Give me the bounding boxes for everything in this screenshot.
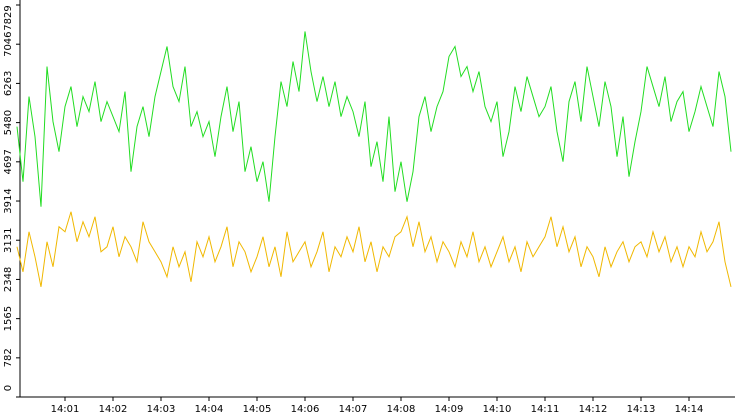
x-tick-label: 14:09 — [435, 404, 464, 415]
y-tick-label: 0 — [3, 385, 14, 391]
x-tick-label: 14:05 — [243, 404, 272, 415]
x-tick-label: 14:14 — [675, 404, 704, 415]
y-tick-label: 4697 — [3, 149, 14, 174]
x-tick-label: 14:04 — [195, 404, 224, 415]
x-tick-label: 14:13 — [627, 404, 656, 415]
x-tick-label: 14:01 — [51, 404, 80, 415]
y-tick-label: 7046 — [3, 31, 14, 56]
x-tick-label: 14:12 — [579, 404, 608, 415]
x-tick-label: 14:07 — [339, 404, 368, 415]
y-tick-label: 7829 — [3, 5, 14, 30]
y-tick-label: 6263 — [3, 71, 14, 96]
x-tick-label: 14:08 — [387, 404, 416, 415]
x-tick-label: 14:06 — [291, 404, 320, 415]
series-line — [16, 211, 732, 287]
y-tick-label: 782 — [3, 348, 14, 367]
x-tick-label: 14:11 — [531, 404, 560, 415]
x-tick-label: 14:02 — [99, 404, 128, 415]
series-line — [16, 31, 732, 207]
y-tick-label: 5480 — [3, 110, 14, 135]
y-tick-label: 1565 — [3, 306, 14, 331]
x-tick-label: 14:03 — [147, 404, 176, 415]
y-tick-label: 2348 — [3, 267, 14, 292]
x-tick-label: 14:10 — [483, 404, 512, 415]
y-tick-label: 3131 — [3, 228, 14, 253]
y-tick-label: 3914 — [3, 188, 14, 213]
